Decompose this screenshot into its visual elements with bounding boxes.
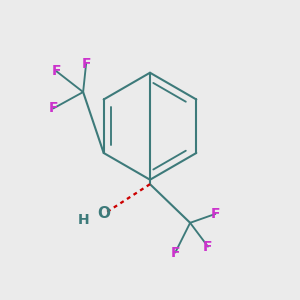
Text: F: F — [211, 207, 220, 221]
Text: F: F — [81, 57, 91, 71]
Text: F: F — [49, 101, 58, 116]
Text: H: H — [77, 213, 89, 227]
Text: F: F — [203, 240, 213, 254]
Text: F: F — [170, 245, 180, 260]
Text: F: F — [52, 64, 61, 78]
Text: O: O — [98, 206, 110, 221]
